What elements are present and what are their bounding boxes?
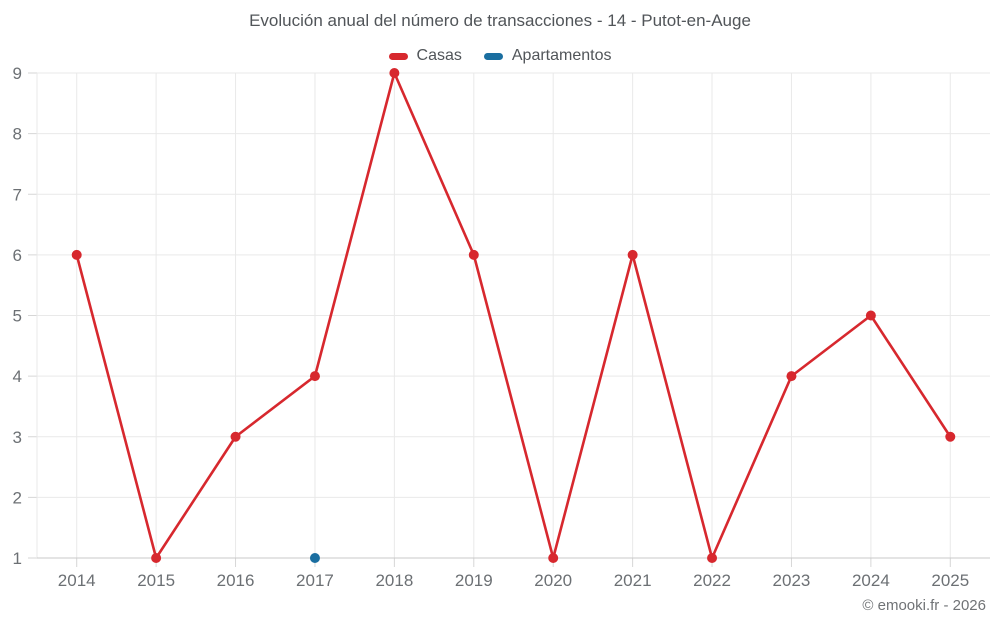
data-point-casas[interactable]: [945, 431, 956, 442]
legend-item-apartamentos[interactable]: Apartamentos: [483, 47, 612, 65]
x-axis-label: 2024: [852, 571, 890, 590]
x-axis-label: 2023: [773, 571, 811, 590]
y-axis-label: 6: [13, 246, 22, 265]
legend-label-apartamentos: Apartamentos: [511, 47, 612, 64]
data-point-casas[interactable]: [627, 249, 638, 260]
data-point-casas[interactable]: [865, 310, 876, 321]
y-axis-label: 5: [13, 307, 22, 326]
data-point-casas[interactable]: [389, 68, 400, 78]
series-line-casas: [75, 71, 952, 560]
data-point-casas[interactable]: [230, 431, 241, 442]
copyright-credit: © emooki.fr - 2026: [862, 597, 986, 614]
legend-swatch-apartamentos: [483, 52, 503, 60]
data-point-casas[interactable]: [707, 553, 718, 563]
data-point-apartamentos[interactable]: [309, 553, 320, 563]
legend: Casas Apartamentos: [0, 47, 1000, 65]
data-point-casas[interactable]: [71, 249, 82, 260]
x-axis-label: 2021: [614, 571, 652, 590]
legend-swatch-casas: [388, 52, 408, 60]
y-axis-label: 7: [13, 185, 22, 204]
x-axis-label: 2020: [534, 571, 572, 590]
y-axis-label: 4: [13, 367, 22, 386]
data-point-casas[interactable]: [151, 553, 162, 563]
y-axis-label: 3: [13, 428, 22, 447]
x-axis-label: 2017: [296, 571, 334, 590]
data-point-casas[interactable]: [548, 553, 559, 563]
data-point-casas[interactable]: [468, 249, 479, 260]
x-axis-label: 2018: [375, 571, 413, 590]
legend-label-casas: Casas: [416, 47, 462, 64]
x-axis-label: 2015: [137, 571, 175, 590]
x-axis-label: 2022: [693, 571, 731, 590]
x-axis-label: 2016: [217, 571, 255, 590]
data-point-casas[interactable]: [786, 371, 797, 382]
x-axis-label: 2019: [455, 571, 493, 590]
legend-item-casas[interactable]: Casas: [388, 47, 462, 65]
x-axis-label: 2025: [931, 571, 969, 590]
y-axis-label: 1: [13, 549, 22, 568]
chart-title: Evolución anual del número de transaccio…: [249, 11, 751, 30]
x-axis-label: 2014: [58, 571, 96, 590]
y-axis-label: 2: [13, 488, 22, 507]
data-point-casas[interactable]: [309, 371, 320, 382]
y-axis-label: 9: [13, 64, 22, 83]
y-axis-label: 8: [13, 125, 22, 144]
